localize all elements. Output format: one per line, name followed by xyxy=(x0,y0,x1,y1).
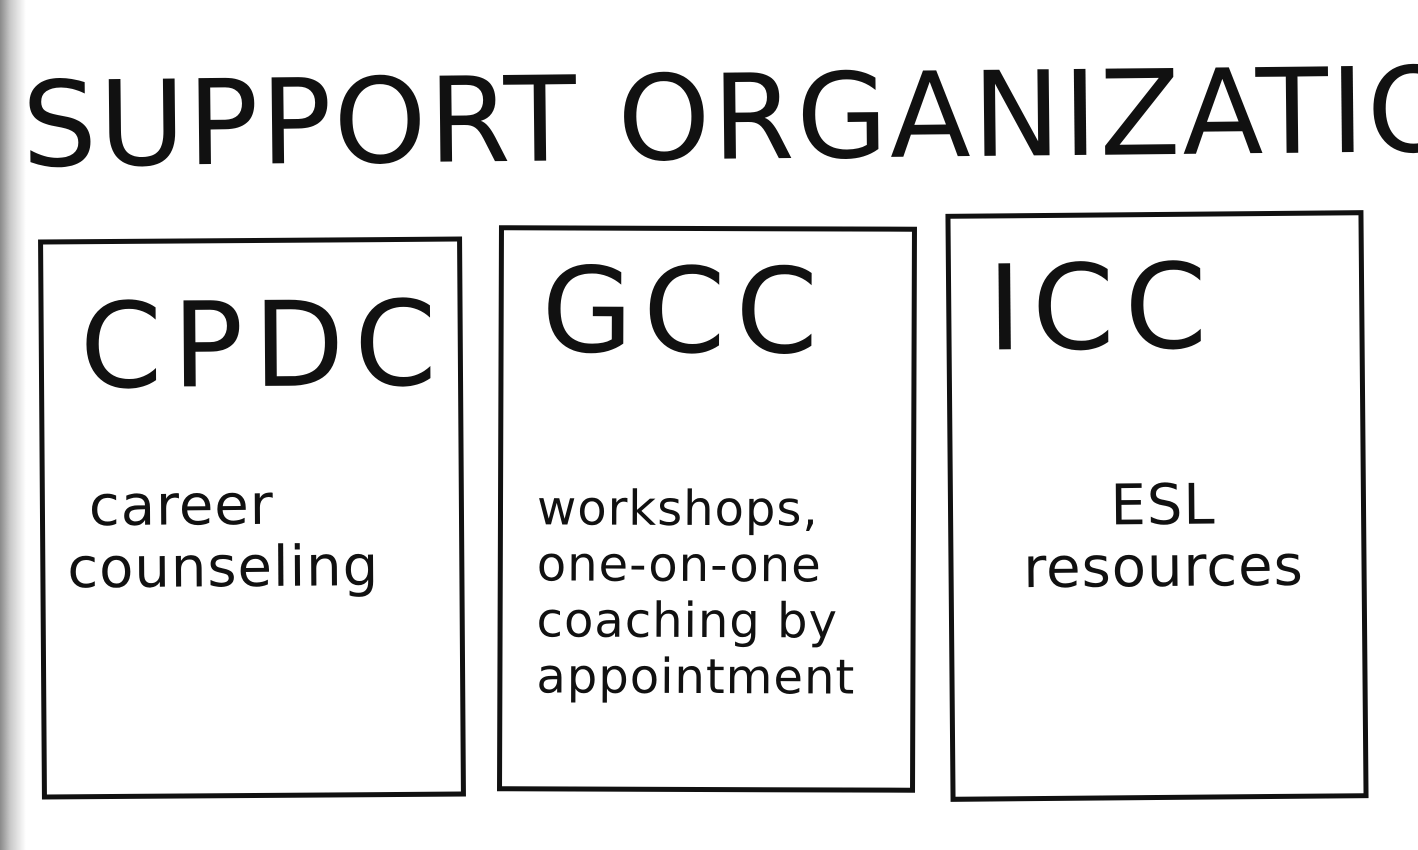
card-description: ESL resources xyxy=(983,472,1344,602)
description-line: ESL xyxy=(1110,472,1216,539)
card-title: CPDC xyxy=(79,274,448,416)
description-line: resources xyxy=(1023,533,1305,602)
card-gcc: GCC workshops, one-on-one coaching by ap… xyxy=(497,225,917,793)
description-line: workshops, xyxy=(536,480,819,538)
card-title: GCC xyxy=(541,241,829,381)
card-cpdc: CPDC career counseling xyxy=(38,236,466,800)
description-line: coaching by xyxy=(536,592,839,650)
card-icc: ICC ESL resources xyxy=(945,210,1369,802)
description-line: career xyxy=(88,472,274,540)
scan-edge-shadow xyxy=(0,0,26,850)
card-description: career counseling xyxy=(67,472,458,602)
page-title: SUPPORT ORGANIZATIONS xyxy=(21,39,1418,194)
description-line: one-on-one xyxy=(536,536,822,594)
card-description: workshops, one-on-one coaching by appoin… xyxy=(536,480,907,705)
card-title: ICC xyxy=(986,237,1218,378)
description-line: appointment xyxy=(536,648,856,706)
description-line: counseling xyxy=(67,534,380,602)
